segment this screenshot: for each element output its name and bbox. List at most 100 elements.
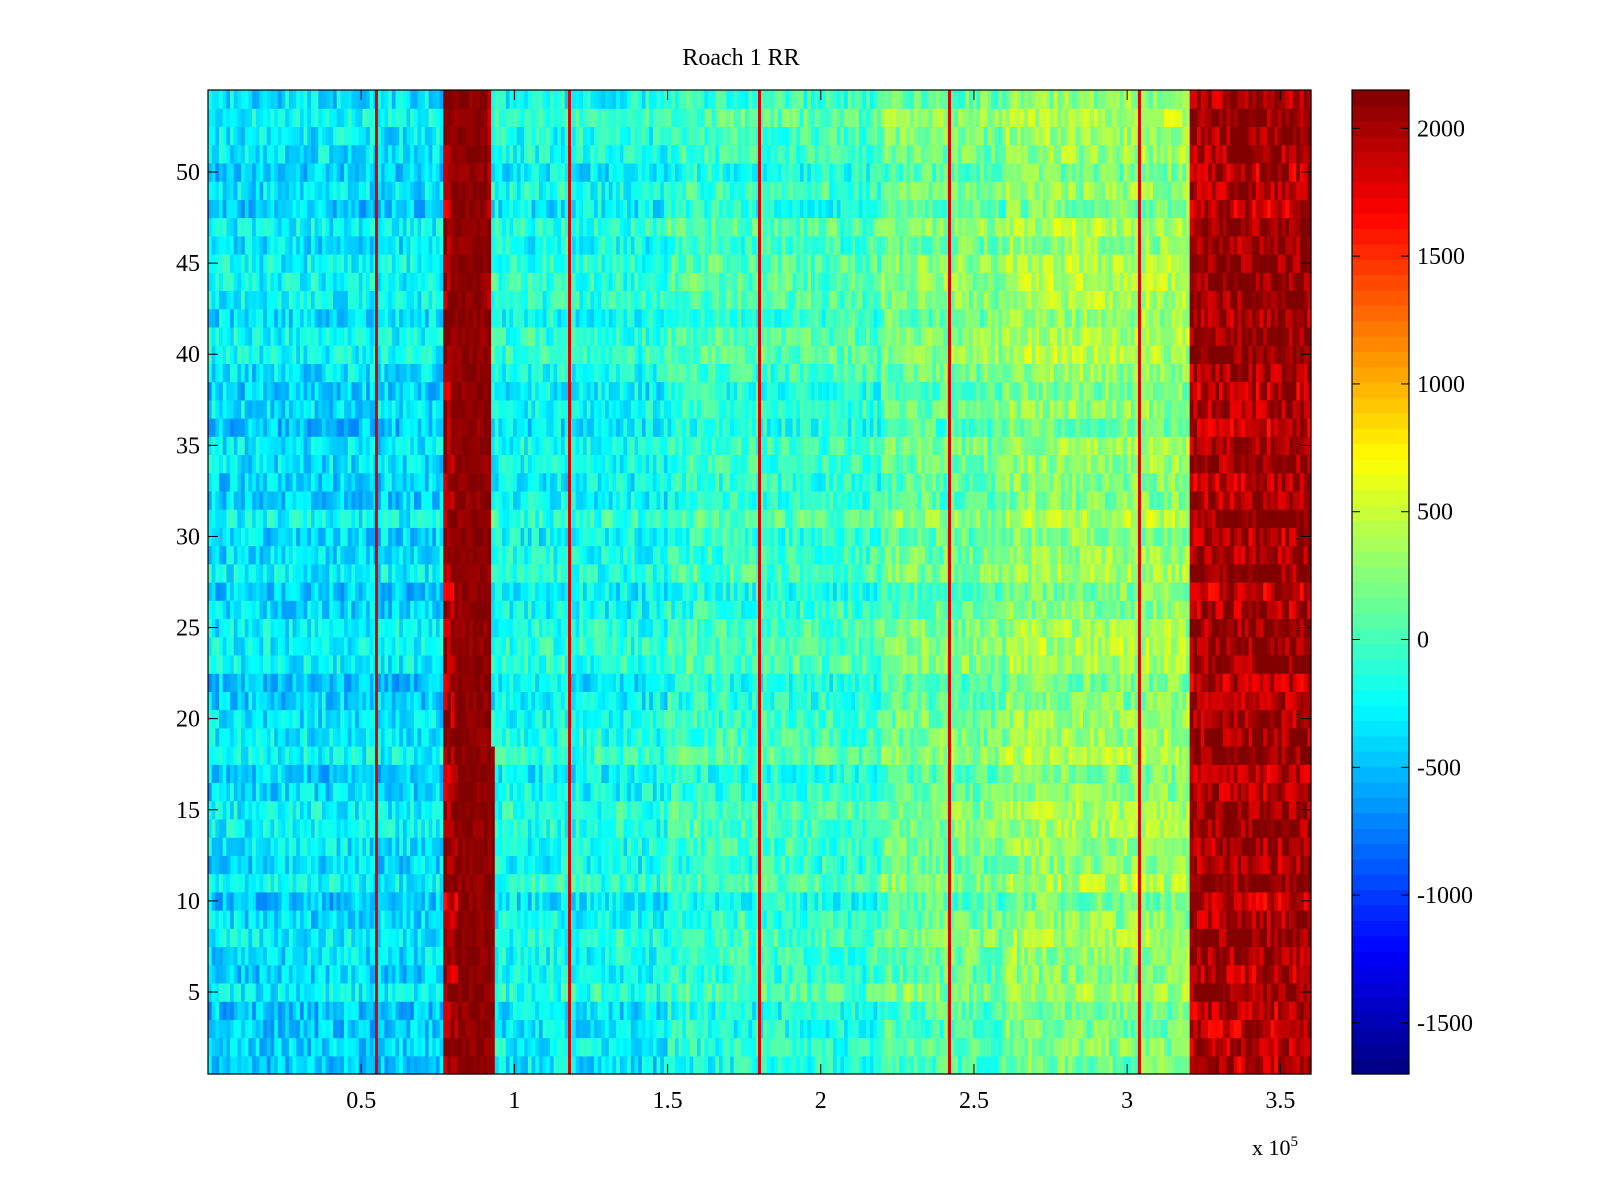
- heatmap-cell: [505, 891, 511, 911]
- heatmap-cell: [917, 982, 922, 1002]
- heatmap-cell: [961, 982, 966, 1002]
- heatmap-cell: [263, 837, 268, 856]
- heatmap-cell: [303, 928, 308, 948]
- heatmap-cell: [847, 982, 853, 1002]
- heatmap-cell: [325, 982, 330, 1002]
- heatmap-cell: [627, 1019, 632, 1039]
- heatmap-cell: [410, 891, 415, 911]
- heatmap-cell: [259, 1001, 264, 1020]
- heatmap-cell: [697, 1019, 702, 1039]
- heatmap-cell: [840, 891, 845, 911]
- heatmap-cell: [491, 964, 496, 984]
- heatmap-cell: [1226, 818, 1231, 838]
- heatmap-cell: [1112, 782, 1117, 802]
- heatmap-cell: [384, 837, 389, 856]
- heatmap-cell: [266, 964, 272, 984]
- heatmap-cell: [807, 1019, 812, 1039]
- heatmap-cell: [796, 1019, 801, 1039]
- heatmap-cell: [1057, 982, 1062, 1002]
- heatmap-cell: [678, 782, 683, 802]
- heatmap-cell: [652, 764, 658, 784]
- heatmap-cell: [1252, 873, 1257, 893]
- heatmap-cell: [682, 837, 687, 856]
- heatmap-cell: [708, 855, 713, 875]
- heatmap-cell: [674, 982, 680, 1002]
- heatmap-cell: [1230, 964, 1235, 984]
- heatmap-cell: [369, 1019, 375, 1039]
- heatmap-cell: [950, 782, 955, 802]
- heatmap-cell: [660, 1055, 665, 1075]
- heatmap-cell: [277, 800, 283, 820]
- heatmap-cell: [623, 818, 628, 838]
- heatmap-cell: [498, 837, 503, 856]
- heatmap-cell: [310, 818, 316, 838]
- heatmap-cell: [340, 964, 345, 984]
- heatmap-cell: [233, 855, 239, 875]
- heatmap-cell: [693, 873, 698, 893]
- heatmap-cell: [513, 928, 518, 948]
- heatmap-cell: [542, 1055, 547, 1075]
- heatmap-cell: [1248, 946, 1253, 966]
- heatmap-cell: [432, 982, 437, 1002]
- heatmap-cell: [516, 873, 522, 893]
- heatmap-cell: [208, 964, 213, 984]
- heatmap-cell: [829, 964, 834, 984]
- heatmap-cell: [1274, 1055, 1279, 1075]
- heatmap-cell: [910, 946, 915, 966]
- heatmap-cell: [502, 1037, 507, 1057]
- heatmap-cell: [829, 1055, 834, 1075]
- heatmap-cell: [1016, 928, 1022, 948]
- heatmap-cell: [583, 1037, 588, 1057]
- heatmap-cell: [494, 1037, 500, 1057]
- heatmap-cell: [340, 946, 345, 966]
- heatmap-cell: [230, 910, 235, 929]
- heatmap-cell: [1167, 946, 1172, 966]
- heatmap-cell: [744, 818, 750, 838]
- heatmap-cell: [645, 946, 650, 966]
- heatmap-cell: [402, 855, 408, 875]
- heatmap-cell: [1255, 1019, 1261, 1039]
- heatmap-cell: [612, 873, 617, 893]
- heatmap-cell: [781, 837, 786, 856]
- heatmap-cell: [741, 1037, 746, 1057]
- heatmap-cell: [888, 873, 893, 893]
- heatmap-cell: [325, 1037, 330, 1057]
- heatmap-cell: [1182, 837, 1187, 856]
- heatmap-cell: [822, 800, 827, 820]
- heatmap-cell: [645, 964, 650, 984]
- heatmap-cell: [226, 764, 231, 784]
- heatmap-cell: [432, 800, 437, 820]
- heatmap-cell: [270, 928, 275, 948]
- heatmap-cell: [1266, 928, 1272, 948]
- heatmap-cell: [1222, 982, 1228, 1002]
- heatmap-cell: [340, 837, 345, 856]
- heatmap-cell: [380, 982, 386, 1002]
- heatmap-cell: [638, 982, 643, 1002]
- heatmap-cell: [733, 1001, 739, 1020]
- heatmap-cell: [321, 964, 327, 984]
- heatmap-cell: [358, 1037, 364, 1057]
- heatmap-cell: [877, 964, 882, 984]
- heatmap-cell: [1108, 1037, 1114, 1057]
- heatmap-cell: [704, 1019, 709, 1039]
- heatmap-cell: [571, 946, 577, 966]
- heatmap-cell: [351, 1019, 356, 1039]
- heatmap-cell: [708, 1001, 713, 1020]
- heatmap-cell: [1204, 1037, 1209, 1057]
- heatmap-cell: [255, 1055, 261, 1075]
- heatmap-cell: [788, 964, 794, 984]
- heatmap-cell: [972, 837, 978, 856]
- heatmap-cell: [1185, 800, 1191, 820]
- heatmap-cell: [972, 891, 978, 911]
- heatmap-cell: [1149, 910, 1154, 929]
- heatmap-cell: [1185, 782, 1191, 802]
- heatmap-cell: [208, 1001, 213, 1020]
- heatmap-cell: [601, 818, 606, 838]
- heatmap-cell: [1053, 837, 1058, 856]
- heatmap-cell: [866, 782, 871, 802]
- heatmap-cell: [1060, 1037, 1066, 1057]
- heatmap-cell: [340, 1037, 345, 1057]
- heatmap-cell: [274, 946, 279, 966]
- heatmap-cell: [741, 891, 746, 911]
- heatmap-cell: [855, 891, 860, 911]
